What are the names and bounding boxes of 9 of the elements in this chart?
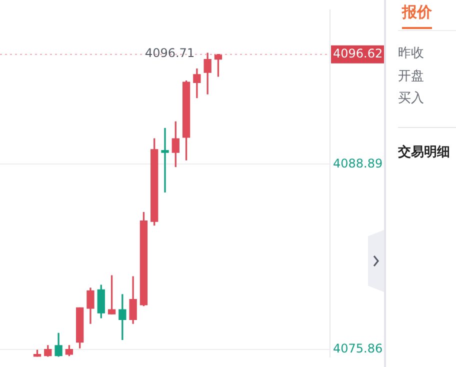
text: 昨收: [398, 45, 424, 62]
text: 买入: [398, 90, 424, 107]
y-tick-label: 4088.89: [333, 156, 383, 170]
text: 报价: [402, 3, 432, 22]
y-tick-label: 4075.86: [333, 341, 383, 356]
text: 开盘: [398, 68, 424, 85]
text: 交易明细: [398, 144, 450, 161]
ref-line-label: 4096.62: [333, 46, 383, 60]
annotation: 4096.71: [144, 46, 195, 60]
